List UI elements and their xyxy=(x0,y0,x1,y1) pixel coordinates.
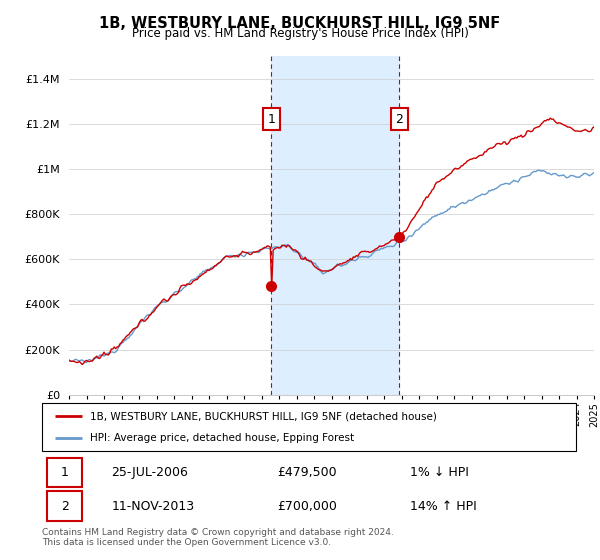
Text: £700,000: £700,000 xyxy=(277,500,337,512)
Bar xyxy=(271,56,399,395)
Text: 1B, WESTBURY LANE, BUCKHURST HILL, IG9 5NF: 1B, WESTBURY LANE, BUCKHURST HILL, IG9 5… xyxy=(100,16,500,31)
Text: Contains HM Land Registry data © Crown copyright and database right 2024.
This d: Contains HM Land Registry data © Crown c… xyxy=(42,528,394,547)
FancyBboxPatch shape xyxy=(47,458,82,487)
FancyBboxPatch shape xyxy=(42,403,576,451)
FancyBboxPatch shape xyxy=(47,492,82,521)
Text: 25-JUL-2006: 25-JUL-2006 xyxy=(112,466,188,479)
Text: 2: 2 xyxy=(395,113,403,126)
Text: £479,500: £479,500 xyxy=(277,466,337,479)
Text: 14% ↑ HPI: 14% ↑ HPI xyxy=(410,500,477,512)
Text: 1: 1 xyxy=(61,466,68,479)
Text: 11-NOV-2013: 11-NOV-2013 xyxy=(112,500,194,512)
Text: HPI: Average price, detached house, Epping Forest: HPI: Average price, detached house, Eppi… xyxy=(90,433,354,443)
Text: Price paid vs. HM Land Registry's House Price Index (HPI): Price paid vs. HM Land Registry's House … xyxy=(131,27,469,40)
Text: 1% ↓ HPI: 1% ↓ HPI xyxy=(410,466,469,479)
Text: 1B, WESTBURY LANE, BUCKHURST HILL, IG9 5NF (detached house): 1B, WESTBURY LANE, BUCKHURST HILL, IG9 5… xyxy=(90,411,437,421)
Text: 2: 2 xyxy=(61,500,68,512)
Text: 1: 1 xyxy=(268,113,275,126)
